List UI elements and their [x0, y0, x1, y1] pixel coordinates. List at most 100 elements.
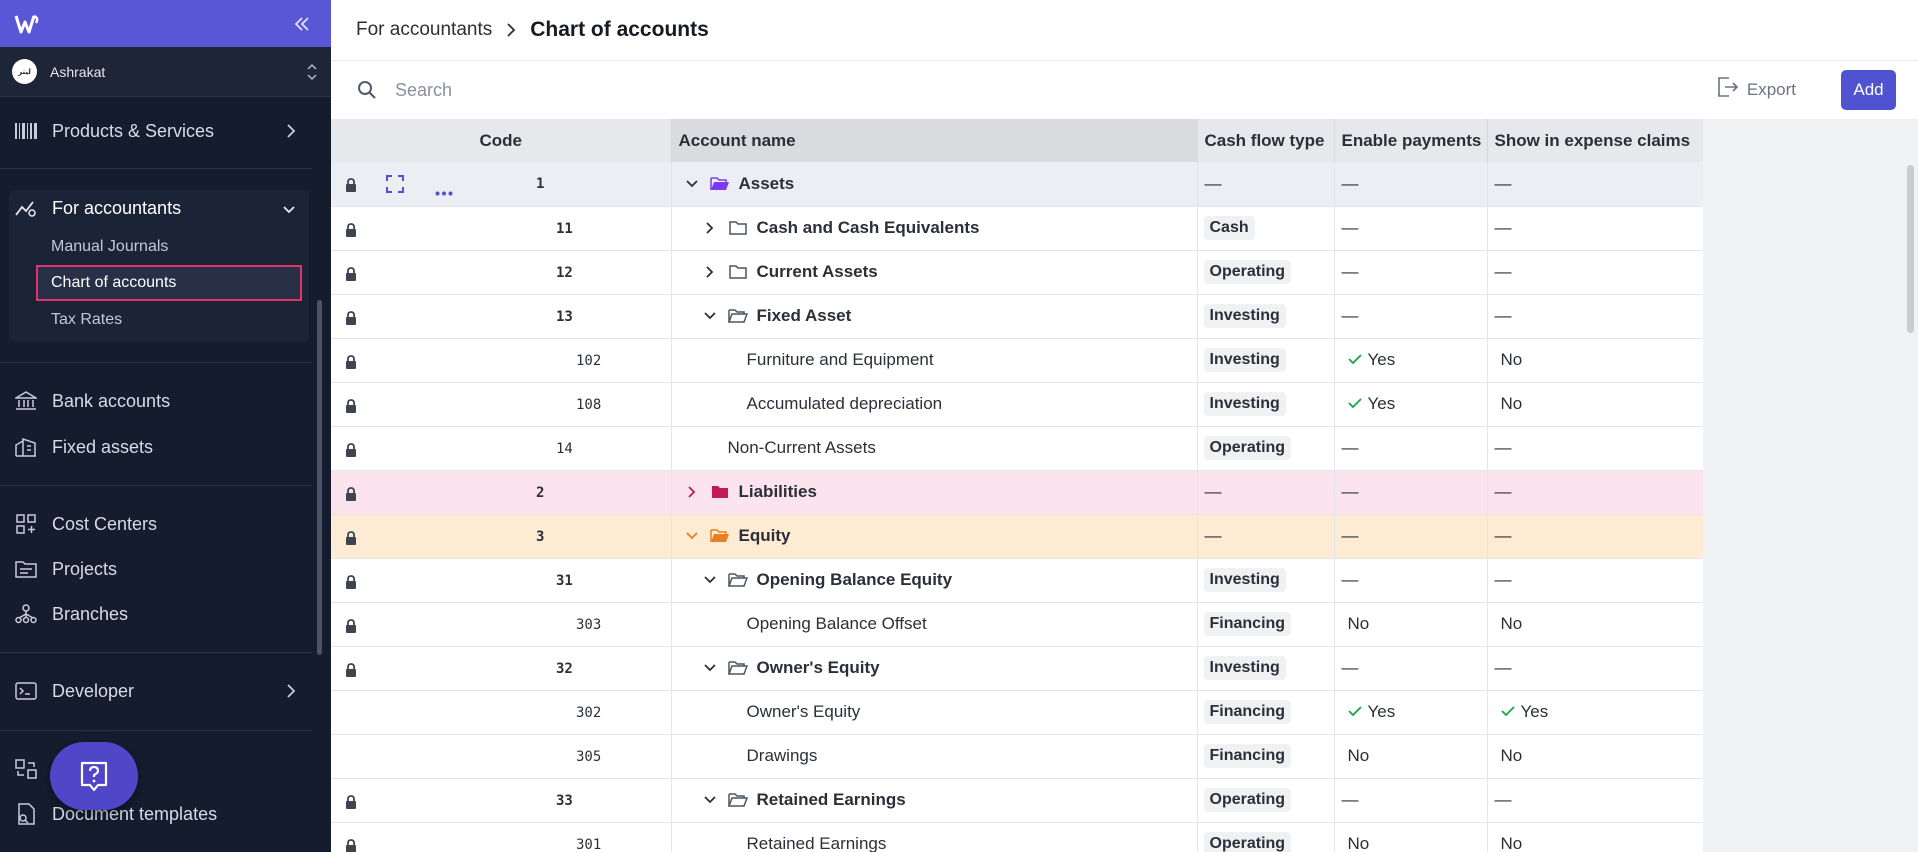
grid-plus-icon: [14, 512, 38, 536]
expense-claims-value-wrap: No: [1501, 394, 1703, 414]
table-row[interactable]: 14 Non-Current Assets Operating — —: [331, 426, 1703, 471]
account-name: Opening Balance Offset: [746, 614, 927, 633]
sidebar-item-manual-journals[interactable]: Manual Journals: [51, 238, 169, 255]
cash-flow-type: Cash: [1203, 216, 1255, 240]
chevron-down-icon[interactable]: [700, 790, 720, 810]
chevron-down-icon[interactable]: [682, 174, 702, 194]
collapse-sidebar-icon[interactable]: [291, 13, 313, 35]
export-button[interactable]: Export: [1717, 77, 1796, 102]
chevron-right-icon[interactable]: [682, 482, 702, 502]
folder-icon: [14, 557, 38, 581]
search-input[interactable]: [395, 79, 995, 101]
nav-developer[interactable]: Developer: [0, 671, 312, 711]
chevron-down-icon[interactable]: [682, 526, 702, 546]
chevron-down-icon[interactable]: [700, 658, 720, 678]
chevron-down-icon: [282, 202, 296, 220]
more-options-icon[interactable]: [435, 181, 453, 201]
expense-claims-cell: —: [1487, 206, 1703, 251]
sidebar-item-tax-rates[interactable]: Tax Rates: [51, 311, 123, 328]
chevron-down-icon[interactable]: [700, 306, 720, 326]
table-row[interactable]: 32 Owner's Equity Investing — —: [331, 646, 1703, 691]
check-icon: [1347, 702, 1362, 722]
chevron-right-icon: [506, 22, 516, 38]
lock-icon: [345, 794, 357, 814]
chevron-down-icon[interactable]: [700, 570, 720, 590]
column-header-show-in-expense-claims[interactable]: Show in expense claims: [1487, 119, 1703, 162]
enable-payments-value: No: [1347, 614, 1370, 633]
add-button[interactable]: Add: [1841, 70, 1896, 110]
expand-icon[interactable]: [386, 175, 404, 198]
nav-hidden-item[interactable]: es: [0, 749, 312, 789]
table-row[interactable]: 31 Opening Balance Equity Investing — —: [331, 558, 1703, 603]
nav-for-accountants[interactable]: For accountants: [0, 188, 312, 228]
column-header-enable-payments[interactable]: Enable payments: [1334, 119, 1488, 162]
breadcrumb-for-accountants[interactable]: For accountants: [356, 19, 493, 40]
chevron-right-icon[interactable]: [700, 262, 720, 282]
cash-flow-type: Investing: [1203, 392, 1286, 416]
table-row[interactable]: 301 Retained Earnings Operating No No: [331, 822, 1703, 852]
code-cell: 31: [331, 558, 672, 603]
table-row[interactable]: 2 Liabilities — — —: [331, 470, 1703, 515]
expense-claims-value: —: [1494, 658, 1512, 677]
account-code: 303: [576, 616, 602, 633]
nav-label: Fixed assets: [52, 436, 154, 457]
enable-payments-value-wrap: No: [1348, 614, 1487, 634]
table-row[interactable]: 12 Current Assets Operating — —: [331, 250, 1703, 295]
nav-products-services[interactable]: Products & Services: [0, 111, 312, 151]
nav-fixed-assets[interactable]: Fixed assets: [0, 427, 312, 467]
nav-label: Cost Centers: [52, 513, 158, 534]
chart-gear-icon: [14, 196, 38, 220]
app-logo-icon[interactable]: [14, 13, 40, 35]
cash-flow-cell: Operating: [1197, 250, 1335, 295]
expense-claims-value-wrap: No: [1501, 614, 1703, 634]
table-row[interactable]: 303 Opening Balance Offset Financing No No: [331, 602, 1703, 647]
cash-flow-cell: Financing: [1197, 602, 1335, 647]
account-name-cell: Non-Current Assets: [671, 426, 1198, 471]
expense-claims-value: No: [1500, 834, 1523, 852]
organization-switcher[interactable]: ليتر Ashrakat: [0, 47, 331, 97]
table-row[interactable]: 302 Owner's Equity Financing Yes Yes: [331, 690, 1703, 735]
table-row[interactable]: 1 Assets — — —: [331, 162, 1703, 207]
table-row[interactable]: 102 Furniture and Equipment Investing Yes No: [331, 338, 1703, 383]
code-cell: 305: [331, 734, 672, 779]
nav-document-templates[interactable]: Document templates: [0, 794, 312, 834]
nav-label: Branches: [52, 603, 129, 624]
account-name-cell: Owner's Equity: [671, 646, 1198, 691]
expense-claims-value: No: [1500, 350, 1523, 369]
nav-label: Developer: [52, 680, 135, 701]
sidebar-item-chart-of-accounts[interactable]: Chart of accounts: [36, 265, 302, 301]
enable-payments-cell: Yes: [1334, 690, 1488, 735]
cash-flow-cell: Investing: [1197, 382, 1335, 427]
help-button[interactable]: [50, 742, 138, 810]
lock-icon: [345, 442, 357, 462]
branches-icon: [14, 602, 38, 626]
table-row[interactable]: 11 Cash and Cash Equivalents Cash — —: [331, 206, 1703, 251]
column-header-code[interactable]: Code: [331, 119, 672, 162]
cash-flow-type: Financing: [1203, 744, 1292, 768]
expense-claims-cell: No: [1487, 602, 1703, 647]
table-row[interactable]: 305 Drawings Financing No No: [331, 734, 1703, 779]
nav-bank-accounts[interactable]: Bank accounts: [0, 381, 312, 421]
table-row[interactable]: 13 Fixed Asset Investing — —: [331, 294, 1703, 339]
nav-projects[interactable]: Projects: [0, 549, 312, 589]
chevron-right-icon[interactable]: [700, 218, 720, 238]
nav-cost-centers[interactable]: Cost Centers: [0, 504, 312, 544]
enable-payments-value: —: [1341, 570, 1359, 589]
table-row[interactable]: 33 Retained Earnings Operating — —: [331, 778, 1703, 823]
column-header-cash-flow-type[interactable]: Cash flow type: [1197, 119, 1335, 162]
nav-branches[interactable]: Branches: [0, 594, 312, 634]
enable-payments-value: —: [1341, 438, 1359, 457]
column-header-account-name[interactable]: Account name: [671, 119, 1198, 162]
table-row[interactable]: 3 Equity — — —: [331, 514, 1703, 559]
account-name-cell: Fixed Asset: [671, 294, 1198, 339]
folder-icon: [709, 482, 731, 502]
account-code: 102: [576, 352, 602, 369]
nav-label: Bank accounts: [52, 390, 171, 411]
cash-flow-cell: Investing: [1197, 294, 1335, 339]
sidebar-scrollbar[interactable]: [317, 300, 322, 655]
table-row[interactable]: 108 Accumulated depreciation Investing Yes N…: [331, 382, 1703, 427]
cash-flow-type: Financing: [1203, 700, 1292, 724]
account-name: Opening Balance Equity: [756, 570, 953, 589]
account-code: 108: [576, 396, 602, 413]
table-scrollbar[interactable]: [1907, 165, 1914, 333]
